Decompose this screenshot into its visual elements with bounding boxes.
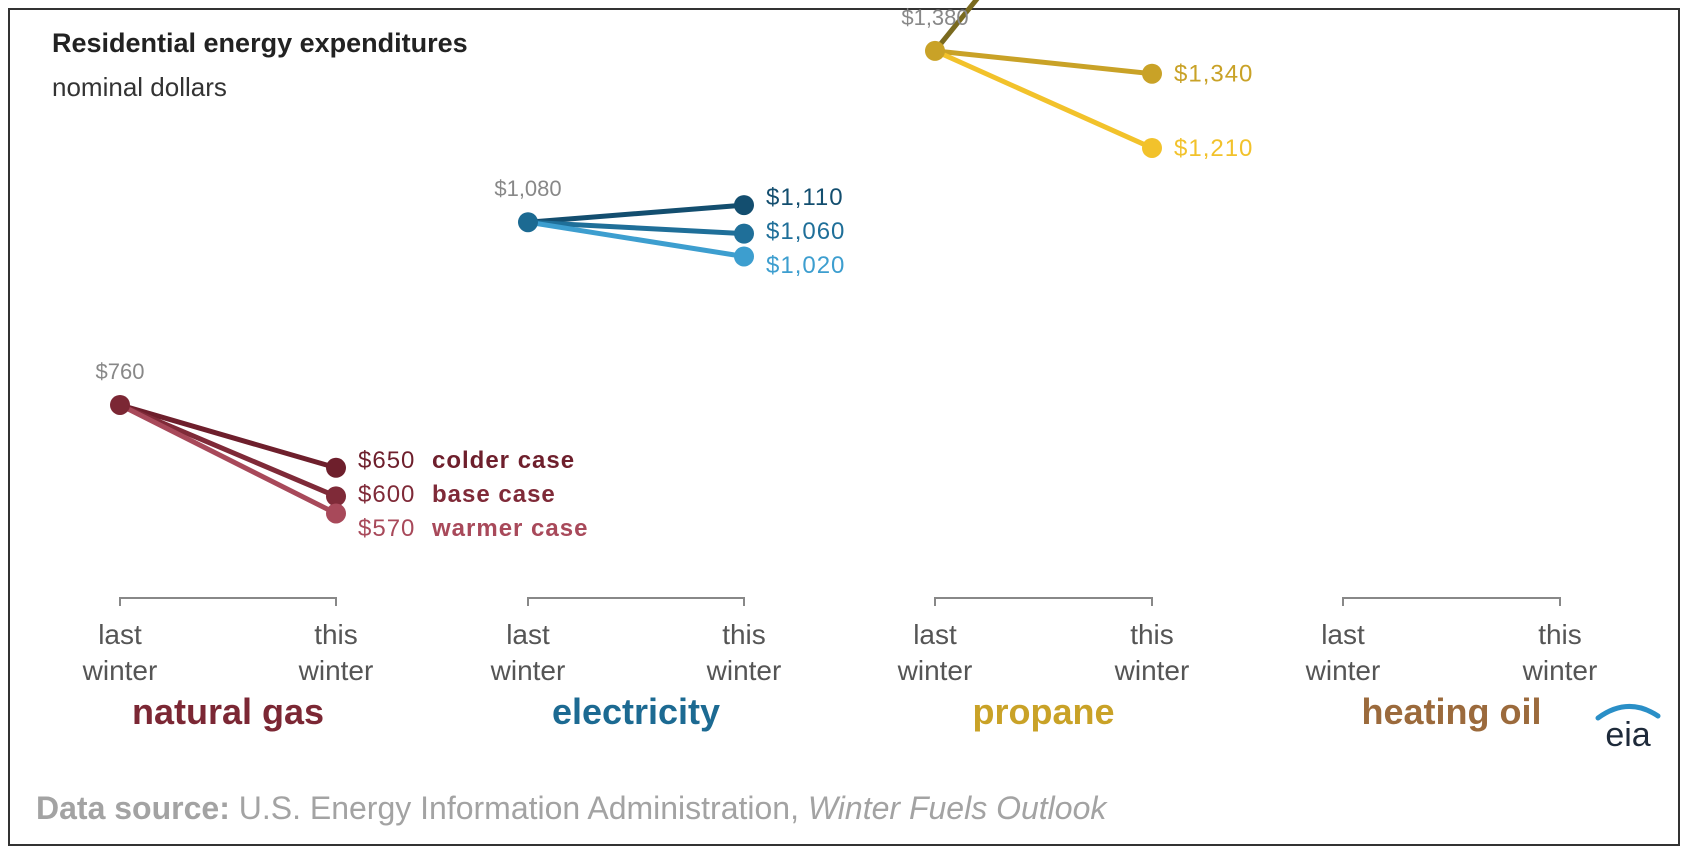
natural-gas-value-label-warmer-case: $570 <box>358 515 415 542</box>
electricity-axis-bracket <box>527 597 745 606</box>
electricity-last-winter-point <box>518 212 538 233</box>
natural-gas-value-label-colder-case: $650 <box>358 447 415 474</box>
electricity-value-label-colder-case: $1,110 <box>766 184 844 211</box>
propane-x-tick-last-winter: winter <box>897 655 973 686</box>
natural-gas-x-tick-this-this: this <box>314 619 358 650</box>
chart-title: Residential energy expenditures <box>52 28 468 58</box>
natural-gas-x-tick-last-last: last <box>98 619 142 650</box>
source-publication: Winter Fuels Outlook <box>807 790 1107 826</box>
propane-axis-bracket <box>934 597 1153 606</box>
natural-gas-last-winter-point <box>110 394 130 415</box>
electricity-x-tick-this-winter: winter <box>706 655 782 686</box>
case-label-colder-case: colder case <box>432 447 575 474</box>
heating-oil-x-tick-last-winter: winter <box>1305 655 1381 686</box>
propane-x-tick-this-winter: winter <box>1114 655 1190 686</box>
case-label-base-case: base case <box>432 481 556 508</box>
propane-line-base-case <box>932 48 1155 77</box>
natural-gas-this-winter-point-base-case <box>326 486 346 507</box>
electricity-x-tick-this-this: this <box>722 619 766 650</box>
chart-subtitle: nominal dollars <box>52 72 227 102</box>
natural-gas-value-label-base-case: $600 <box>358 481 415 508</box>
natural-gas-line-colder-case <box>117 402 339 471</box>
natural-gas-this-winter-point-warmer-case <box>326 503 346 524</box>
natural-gas-x-tick-last-winter: winter <box>82 655 158 686</box>
natural-gas-x-tick-this-winter: winter <box>298 655 374 686</box>
natural-gas-axis-bracket <box>119 597 337 606</box>
propane-x-tick-this-this: this <box>1130 619 1174 650</box>
heating-oil-x-tick-this-winter: winter <box>1522 655 1598 686</box>
electricity-value-label-base-case: $1,060 <box>766 218 845 245</box>
logo-text: eia <box>1605 716 1650 754</box>
natural-gas-last-winter-label: $760 <box>96 359 145 384</box>
propane-last-winter-label: $1,380 <box>901 5 968 30</box>
electricity-value-label-warmer-case: $1,020 <box>766 252 845 279</box>
natural-gas-this-winter-point-colder-case <box>326 457 346 478</box>
propane-value-label-warmer-case: $1,210 <box>1174 135 1253 162</box>
heating-oil-x-tick-this-this: this <box>1538 619 1582 650</box>
natural-gas-line-warmer-case <box>117 402 339 516</box>
propane-x-tick-last-last: last <box>913 619 957 650</box>
natural-gas-group-label: natural gas <box>132 691 324 732</box>
propane-line-warmer-case <box>932 48 1155 151</box>
electricity-this-winter-point-warmer-case <box>734 246 754 267</box>
heating-oil-group-label: heating oil <box>1362 691 1542 732</box>
eia-logo-icon: eia <box>1595 704 1661 754</box>
source-label: Data source: <box>36 790 230 826</box>
chart-frame <box>8 8 1680 846</box>
propane-value-label-base-case: $1,340 <box>1174 61 1253 88</box>
electricity-x-tick-last-winter: winter <box>490 655 566 686</box>
electricity-this-winter-point-colder-case <box>734 195 754 216</box>
electricity-group-label: electricity <box>552 691 720 732</box>
propane-last-winter-point <box>925 40 945 61</box>
heating-oil-axis-bracket <box>1342 597 1561 606</box>
heating-oil-x-tick-last-last: last <box>1321 619 1365 650</box>
electricity-line-base-case <box>525 219 747 237</box>
case-label-warmer-case: warmer case <box>431 515 588 542</box>
electricity-line-warmer-case <box>525 219 747 259</box>
propane-group-label: propane <box>972 691 1114 732</box>
data-source: Data source: U.S. Energy Information Adm… <box>36 790 1106 827</box>
propane-line-colder-case <box>932 0 980 54</box>
natural-gas-line-base-case <box>117 402 339 499</box>
electricity-this-winter-point-base-case <box>734 223 754 244</box>
propane-this-winter-point-warmer-case <box>1142 137 1162 158</box>
electricity-last-winter-label: $1,080 <box>494 176 561 201</box>
electricity-x-tick-last-last: last <box>506 619 550 650</box>
electricity-line-colder-case <box>525 202 747 225</box>
source-org: U.S. Energy Information Administration, <box>229 790 808 826</box>
propane-this-winter-point-base-case <box>1142 63 1162 84</box>
